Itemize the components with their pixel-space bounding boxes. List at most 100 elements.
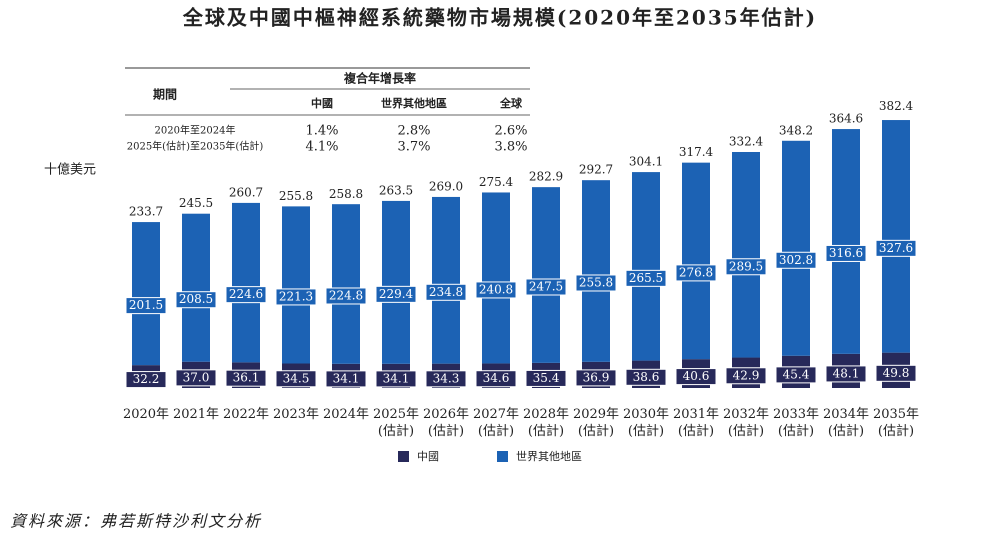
value-label: 240.8 (479, 282, 513, 296)
table-column-header: 全球 (499, 96, 523, 110)
bar-segment (832, 129, 860, 354)
value-label: 224.8 (329, 288, 363, 302)
value-label: 38.6 (633, 370, 660, 384)
value-label-box (725, 258, 767, 276)
bar-segment (882, 120, 910, 353)
total-label: 263.5 (379, 183, 413, 197)
value-label-box (625, 269, 667, 287)
total-label: 275.4 (479, 175, 514, 189)
table-cell: 2.8% (397, 124, 430, 139)
value-label-box (775, 366, 817, 384)
value-label: 34.1 (383, 371, 410, 385)
value-label: 234.8 (429, 285, 463, 299)
value-label-box (125, 297, 167, 315)
value-label: 201.5 (129, 298, 163, 312)
value-label: 255.8 (579, 275, 613, 289)
x-tick-label: 2022年 (222, 407, 270, 422)
value-label: 40.6 (683, 369, 710, 383)
total-label: 258.8 (329, 187, 363, 201)
value-label: 34.6 (483, 371, 510, 385)
value-label: 37.0 (183, 370, 210, 384)
total-label: 292.7 (579, 163, 613, 177)
value-label-box (325, 287, 367, 305)
value-label: 289.5 (729, 259, 763, 273)
value-label: 327.6 (879, 241, 913, 255)
value-label: 208.5 (179, 292, 213, 306)
value-label: 247.5 (529, 280, 563, 294)
total-label: 255.8 (279, 189, 313, 203)
total-label: 348.2 (779, 123, 813, 137)
value-label: 221.3 (279, 289, 313, 303)
value-label-box (675, 368, 717, 386)
bar-segment (632, 172, 660, 361)
bar-segment (732, 151, 760, 358)
value-label-box (575, 274, 617, 292)
value-label-box (475, 370, 517, 388)
chart-title: 全球及中國中樞神經系統藥物市場規模(2020年至2035年估計) (182, 6, 817, 30)
bar-segment (382, 200, 410, 364)
legend-label: 世界其他地區 (516, 450, 582, 463)
table-header: 複合年增長率 (343, 71, 416, 86)
value-label: 32.2 (133, 372, 160, 386)
value-label-box (175, 369, 217, 387)
source: 資料來源：弗若斯特沙利文分析 (10, 512, 262, 531)
bar-segment (132, 222, 160, 366)
x-tick-label: 2024年 (322, 407, 370, 422)
value-label-box (375, 370, 417, 388)
x-tick-label: 2025年 (估計) (372, 407, 420, 439)
table-header: 期間 (153, 87, 177, 102)
table-column-header: 世界其他地區 (381, 96, 447, 110)
table-period: 2025年(估計)至2035年(估計) (127, 140, 264, 153)
total-label: 382.4 (879, 99, 914, 113)
value-label: 229.4 (379, 287, 414, 301)
value-label: 48.1 (833, 366, 860, 380)
value-label: 302.8 (779, 253, 813, 267)
value-label-box (575, 369, 617, 387)
value-label-box (425, 370, 467, 388)
value-label: 265.5 (629, 271, 663, 285)
value-label-box (825, 244, 867, 262)
x-tick-label: 2031年 (估計) (672, 407, 720, 439)
table-cell: 3.7% (397, 140, 430, 155)
bar-segment (782, 140, 810, 356)
value-label: 42.9 (733, 368, 760, 382)
value-label: 36.1 (233, 371, 260, 385)
total-label: 304.1 (629, 155, 663, 169)
value-label-box (525, 278, 567, 296)
x-tick-label: 2033年 (估計) (772, 407, 820, 439)
table-cell: 2.6% (494, 124, 527, 139)
total-label: 332.4 (729, 134, 764, 148)
bar-segment (532, 187, 560, 363)
x-tick-label: 2021年 (172, 407, 220, 422)
value-label-box (225, 369, 267, 387)
bar-segment (432, 196, 460, 364)
value-label-box (475, 281, 517, 299)
x-tick-label: 2030年 (估計) (622, 407, 670, 439)
total-label: 317.4 (679, 145, 714, 159)
x-tick-label: 2026年 (估計) (422, 407, 470, 439)
x-tick-label: 2035年 (估計) (872, 407, 920, 439)
value-label-box (275, 370, 317, 388)
value-label-box (825, 365, 867, 383)
bar-segment (682, 162, 710, 360)
value-label-box (325, 370, 367, 388)
total-label: 282.9 (529, 170, 563, 184)
x-tick-label: 2023年 (272, 407, 320, 422)
table-cell: 4.1% (305, 140, 338, 155)
value-label: 45.4 (783, 367, 810, 381)
total-label: 269.0 (429, 180, 463, 194)
bar-segment (482, 192, 510, 364)
bar-segment (332, 204, 360, 364)
value-label-box (125, 371, 167, 389)
table-column-header: 中國 (311, 96, 333, 110)
x-tick-label: 2029年 (估計) (572, 407, 620, 439)
x-tick-label: 2032年 (估計) (722, 407, 770, 439)
table-period: 2020年至2024年 (155, 124, 236, 137)
total-label: 245.5 (179, 196, 213, 210)
value-label: 34.3 (433, 371, 460, 385)
value-label-box (525, 369, 567, 387)
value-label-box (625, 368, 667, 386)
table-cell: 1.4% (305, 124, 338, 139)
